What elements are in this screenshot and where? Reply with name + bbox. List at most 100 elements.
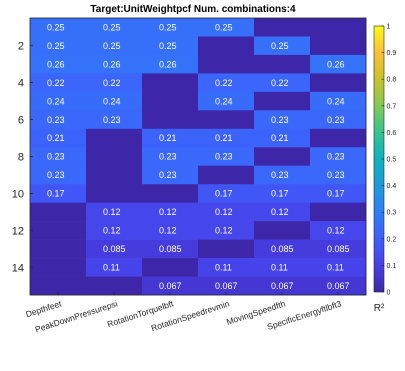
cell-value-label: 0.23	[327, 115, 345, 125]
heatmap-cell	[310, 73, 367, 93]
cell-value-label: 0.22	[103, 78, 121, 88]
heatmap-cell	[142, 239, 199, 259]
cell-value-label: 0.25	[103, 41, 121, 51]
heatmap-cell	[198, 276, 255, 296]
colorbar-tick-label: 0.2	[387, 236, 397, 243]
cell-value-label: 0.11	[271, 263, 288, 273]
heatmap-cell	[86, 147, 143, 167]
heatmap-cell	[254, 239, 311, 259]
cell-value-label: 0.067	[215, 281, 238, 291]
heatmap-cell	[30, 184, 87, 203]
heatmap-cell	[86, 54, 143, 74]
cell-value-label: 0.067	[159, 281, 182, 291]
heatmap-cell	[198, 91, 255, 111]
cell-value-label: 0.11	[103, 263, 120, 273]
cell-value-label: 0.23	[215, 152, 233, 162]
colorbar-tick-label: 0.9	[387, 50, 397, 57]
heatmap-cell	[198, 128, 255, 148]
heatmap-cell	[30, 110, 87, 130]
heatmap-cell	[30, 36, 87, 56]
heatmap-cell	[86, 276, 143, 296]
heatmap-cell	[310, 276, 367, 296]
heatmap-cell	[86, 239, 143, 259]
heatmap-cell	[198, 239, 255, 259]
cell-value-label: 0.067	[327, 281, 350, 291]
y-tick-label: 10	[12, 188, 24, 200]
y-tick-label: 8	[18, 152, 24, 164]
cell-value-label: 0.085	[327, 244, 350, 254]
cell-value-label: 0.12	[159, 226, 177, 236]
y-tick-label: 6	[18, 115, 24, 127]
heatmap-cell	[254, 128, 311, 148]
cell-value-label: 0.24	[47, 96, 65, 106]
cell-value-label: 0.21	[47, 133, 65, 143]
cell-value-label: 0.21	[159, 133, 177, 143]
colorbar-tick-label: 1	[387, 24, 391, 31]
heatmap-cell	[254, 54, 311, 74]
cell-value-label: 0.085	[103, 244, 126, 254]
heatmap-cell	[310, 91, 367, 111]
heatmap-cell	[86, 73, 143, 93]
cell-value-label: 0.23	[159, 170, 177, 180]
heatmap-cell	[198, 202, 255, 222]
colorbar-axis: 0 0.1 0.2 0.3 0.4 0.5 0.6 0.7 0.8 0.9 1	[381, 24, 397, 297]
cell-value-label: 0.23	[103, 115, 121, 125]
cell-value-label: 0.22	[271, 78, 289, 88]
heatmap-cell	[142, 165, 199, 185]
heatmap-cell	[142, 73, 199, 93]
cell-value-label: 0.26	[327, 59, 345, 69]
cell-value-label: 0.26	[159, 59, 177, 69]
heatmap-cell	[254, 221, 311, 240]
heatmap-cell	[310, 147, 367, 167]
heatmap-cell	[30, 221, 87, 240]
cell-value-label: 0.11	[327, 263, 344, 273]
heatmap-cell	[254, 276, 311, 296]
heatmap-cell-labels: 0.25 0.25 0.25 0.25 0.25 0.25 0.25 0.25 0.26 0.26…	[47, 22, 350, 291]
heatmap-cell	[30, 276, 87, 296]
heatmap-cell	[86, 91, 143, 111]
cell-value-label: 0.25	[271, 41, 289, 51]
heatmap-cell	[198, 147, 255, 167]
cell-value-label: 0.23	[47, 115, 65, 125]
colorbar-tick-label: 0.4	[387, 183, 397, 190]
heatmap-cell	[254, 147, 311, 167]
heatmap-cell	[86, 18, 143, 37]
heatmap-cell	[142, 36, 199, 56]
heatmap-cell	[254, 258, 311, 277]
cell-value-label: 0.26	[47, 59, 65, 69]
cell-value-label: 0.23	[327, 170, 345, 180]
cell-value-label: 0.12	[215, 226, 233, 236]
cell-value-label: 0.17	[215, 189, 233, 199]
cell-value-label: 0.17	[327, 189, 345, 199]
heatmap-cell	[86, 110, 143, 130]
heatmap-cell	[310, 202, 367, 222]
heatmap-cell	[30, 258, 87, 277]
cell-value-label: 0.23	[271, 170, 289, 180]
colorbar-label: R²	[374, 303, 385, 314]
cell-value-label: 0.085	[271, 244, 294, 254]
cell-value-label: 0.17	[47, 189, 65, 199]
cell-value-label: 0.12	[103, 226, 121, 236]
heatmap-cell	[142, 258, 199, 277]
cell-value-label: 0.12	[215, 207, 233, 217]
cell-value-label: 0.23	[47, 152, 65, 162]
cell-value-label: 0.22	[47, 78, 65, 88]
cell-value-label: 0.23	[159, 152, 177, 162]
heatmap-cell	[142, 221, 199, 240]
y-tick-label: 2	[18, 41, 24, 53]
cell-value-label: 0.12	[159, 207, 177, 217]
heatmap-cells	[30, 18, 367, 296]
colorbar-tick-label: 0.3	[387, 210, 397, 217]
heatmap-cell	[254, 73, 311, 93]
cell-value-label: 0.11	[215, 263, 232, 273]
heatmap-cell	[30, 54, 87, 74]
heatmap-cell	[310, 239, 367, 259]
cell-value-label: 0.12	[103, 207, 121, 217]
cell-value-label: 0.085	[159, 244, 182, 254]
heatmap-cell	[310, 221, 367, 240]
heatmap-cell	[254, 36, 311, 56]
heatmap-cell	[310, 110, 367, 130]
heatmap-cell	[310, 18, 367, 37]
heatmap-cell	[30, 18, 87, 37]
